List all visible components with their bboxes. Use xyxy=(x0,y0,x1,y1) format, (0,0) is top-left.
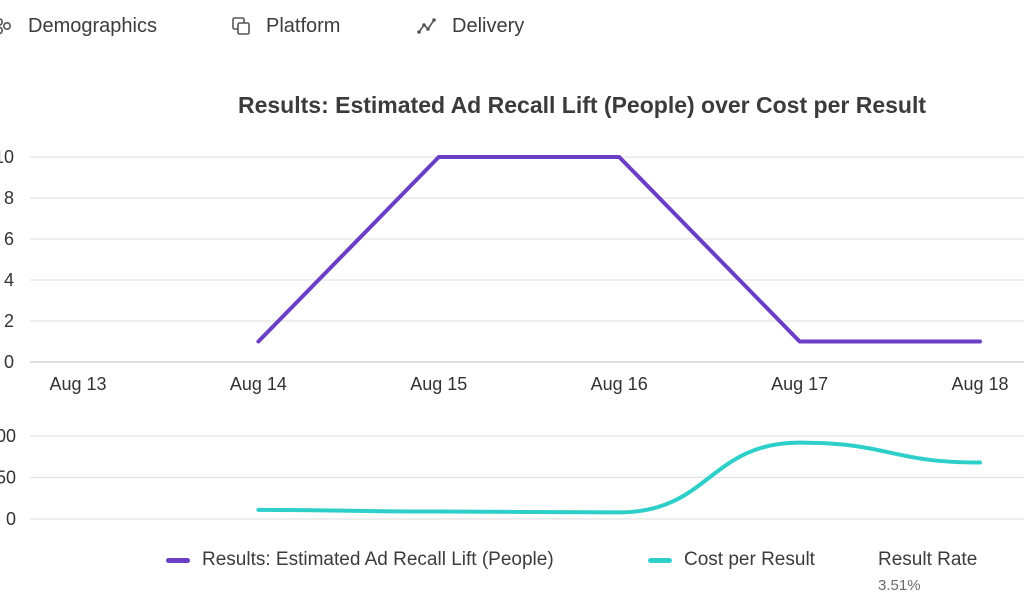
x-tick-label: Aug 18 xyxy=(951,374,1008,394)
top-y-tick-label: 8 xyxy=(4,188,14,208)
legend-label-results: Results: Estimated Ad Recall Lift (Peopl… xyxy=(202,549,554,570)
tab-delivery-label: Delivery xyxy=(452,14,525,37)
top-grid xyxy=(30,156,1024,363)
tab-delivery[interactable]: Delivery xyxy=(416,10,524,42)
x-tick-label: Aug 13 xyxy=(49,374,106,394)
legend-label-cost-per-result: Cost per Result xyxy=(684,549,815,570)
legend-item-cost-per-result[interactable]: Cost per Result xyxy=(648,545,815,575)
legend-label-result-rate: Result Rate xyxy=(878,549,978,570)
legend-item-result-rate[interactable]: Result Rate xyxy=(878,545,977,575)
tab-platform[interactable]: Platform xyxy=(230,10,340,42)
breakdown-tabs: Demographics Platform Deliv xyxy=(0,0,1024,52)
platform-icon xyxy=(230,15,252,37)
top-y-tick-label: 2 xyxy=(4,311,14,331)
bottom-y-tick-label: 00 xyxy=(0,426,16,446)
bottom-grid xyxy=(30,435,1024,520)
bottom-y-tick-label: 0 xyxy=(6,509,16,529)
top-y-tick-label: 10 xyxy=(0,147,14,167)
bottom-y-ticks: 0 50 00 xyxy=(0,426,16,529)
top-y-tick-label: 4 xyxy=(4,270,14,290)
x-tick-label: Aug 17 xyxy=(771,374,828,394)
people-icon xyxy=(0,15,14,37)
series-line-results xyxy=(256,155,982,344)
delivery-icon xyxy=(416,15,438,37)
bottom-y-tick-label: 50 xyxy=(0,468,16,488)
x-tick-label: Aug 14 xyxy=(230,374,287,394)
top-y-ticks: 0 2 4 6 8 10 xyxy=(0,147,14,372)
top-y-tick-label: 0 xyxy=(4,352,14,372)
result-rate-value: 3.51% xyxy=(878,577,921,594)
x-tick-label: Aug 15 xyxy=(410,374,467,394)
chart-title: Results: Estimated Ad Recall Lift (Peopl… xyxy=(237,92,926,118)
chart-legend: Results: Estimated Ad Recall Lift (Peopl… xyxy=(0,545,1024,605)
legend-item-results[interactable]: Results: Estimated Ad Recall Lift (Peopl… xyxy=(166,545,554,575)
x-axis-ticks: Aug 13 Aug 14 Aug 15 Aug 16 Aug 17 Aug 18 xyxy=(49,374,1008,394)
top-y-tick-label: 6 xyxy=(4,229,14,249)
tab-platform-label: Platform xyxy=(266,14,341,37)
legend-swatch-results xyxy=(166,557,190,563)
series-line-cost-per-result xyxy=(256,440,982,515)
tab-demographics[interactable]: Demographics xyxy=(0,10,157,42)
legend-swatch-cost-per-result xyxy=(648,557,672,563)
x-tick-label: Aug 16 xyxy=(591,374,648,394)
tab-demographics-label: Demographics xyxy=(28,14,157,37)
series-layer xyxy=(256,155,982,515)
